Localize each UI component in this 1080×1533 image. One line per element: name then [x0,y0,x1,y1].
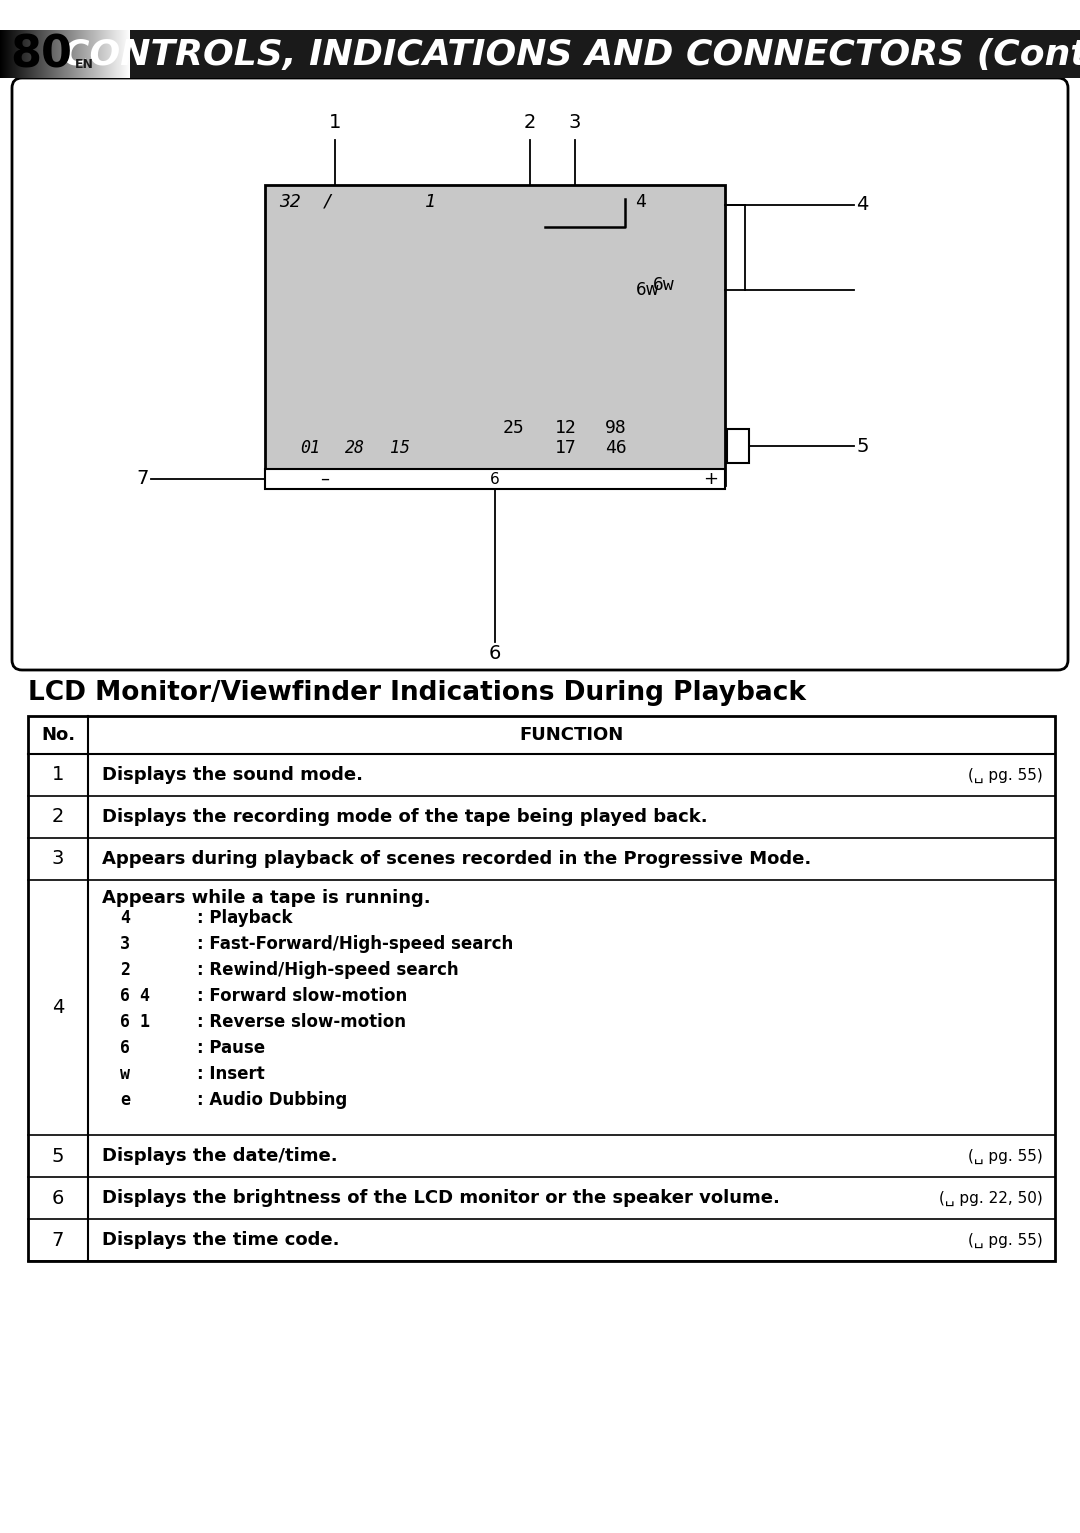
Text: 2: 2 [524,113,536,132]
Text: LCD Monitor/Viewfinder Indications During Playback: LCD Monitor/Viewfinder Indications Durin… [28,681,806,707]
Text: 4: 4 [52,998,64,1016]
Text: 17: 17 [555,438,577,457]
Text: 25: 25 [503,419,525,437]
Text: 5: 5 [856,437,868,455]
Text: 6: 6 [489,644,501,662]
Text: EN: EN [75,58,94,71]
Text: 1: 1 [52,765,64,785]
Text: e: e [120,1091,130,1108]
Text: (␣ pg. 22, 50): (␣ pg. 22, 50) [940,1191,1043,1205]
Text: 2: 2 [52,808,64,826]
Text: Appears during playback of scenes recorded in the Progressive Mode.: Appears during playback of scenes record… [102,849,811,868]
Text: /: / [323,193,334,212]
Text: Displays the sound mode.: Displays the sound mode. [102,766,363,783]
Text: Displays the time code.: Displays the time code. [102,1231,339,1249]
Text: 80: 80 [10,34,72,77]
Bar [0,31,1080,78]
Text: 6: 6 [490,472,500,486]
Text: : Playback: : Playback [197,909,293,927]
Text: (␣ pg. 55): (␣ pg. 55) [969,1233,1043,1248]
Text: 1: 1 [328,113,341,132]
Text: : Insert: : Insert [197,1065,265,1082]
Bar [265,469,725,489]
Text: 5: 5 [52,1147,64,1165]
Text: No.: No. [41,727,76,744]
Text: 7: 7 [137,469,149,489]
Text: Displays the brightness of the LCD monitor or the speaker volume.: Displays the brightness of the LCD monit… [102,1190,780,1206]
Text: 6 4: 6 4 [120,987,150,1006]
Text: 3: 3 [52,849,64,869]
Text: 2: 2 [120,961,130,980]
Text: 98: 98 [605,419,626,437]
Text: 4: 4 [856,196,868,215]
Text: 1: 1 [426,193,436,212]
FancyBboxPatch shape [12,78,1068,670]
Text: 15: 15 [390,438,410,457]
Text: –: – [321,471,329,487]
Text: 01: 01 [300,438,320,457]
Text: +: + [703,471,718,487]
Text: : Pause: : Pause [197,1039,265,1056]
Text: : Rewind/High-speed search: : Rewind/High-speed search [197,961,459,980]
Bar [28,716,1055,1262]
Text: 28: 28 [345,438,365,457]
Text: 4: 4 [635,193,646,212]
Text: 3: 3 [120,935,130,954]
Text: 46: 46 [605,438,626,457]
Text: Displays the date/time.: Displays the date/time. [102,1147,338,1165]
Text: 6 1: 6 1 [120,1013,150,1032]
Text: w: w [120,1065,130,1082]
Text: : Forward slow-motion: : Forward slow-motion [197,987,407,1006]
Text: 3: 3 [569,113,581,132]
Bar [265,185,725,484]
Text: : Reverse slow-motion: : Reverse slow-motion [197,1013,406,1032]
Bar [727,429,750,463]
Text: Displays the recording mode of the tape being played back.: Displays the recording mode of the tape … [102,808,707,826]
Text: 32: 32 [279,193,300,212]
Text: : Audio Dubbing: : Audio Dubbing [197,1091,348,1108]
Text: 7: 7 [52,1231,64,1249]
Text: 6w: 6w [636,281,660,299]
Text: FUNCTION: FUNCTION [519,727,623,744]
Text: (␣ pg. 55): (␣ pg. 55) [969,768,1043,782]
Text: 4: 4 [120,909,130,927]
Text: 12: 12 [555,419,577,437]
Text: 6w: 6w [653,276,675,294]
Text: CONTROLS, INDICATIONS AND CONNECTORS (Cont.): CONTROLS, INDICATIONS AND CONNECTORS (Co… [63,38,1080,72]
Text: 6: 6 [52,1188,64,1208]
Text: (␣ pg. 55): (␣ pg. 55) [969,1148,1043,1164]
Text: 6: 6 [120,1039,130,1056]
Text: : Fast-Forward/High-speed search: : Fast-Forward/High-speed search [197,935,513,954]
Text: Appears while a tape is running.: Appears while a tape is running. [102,889,431,908]
